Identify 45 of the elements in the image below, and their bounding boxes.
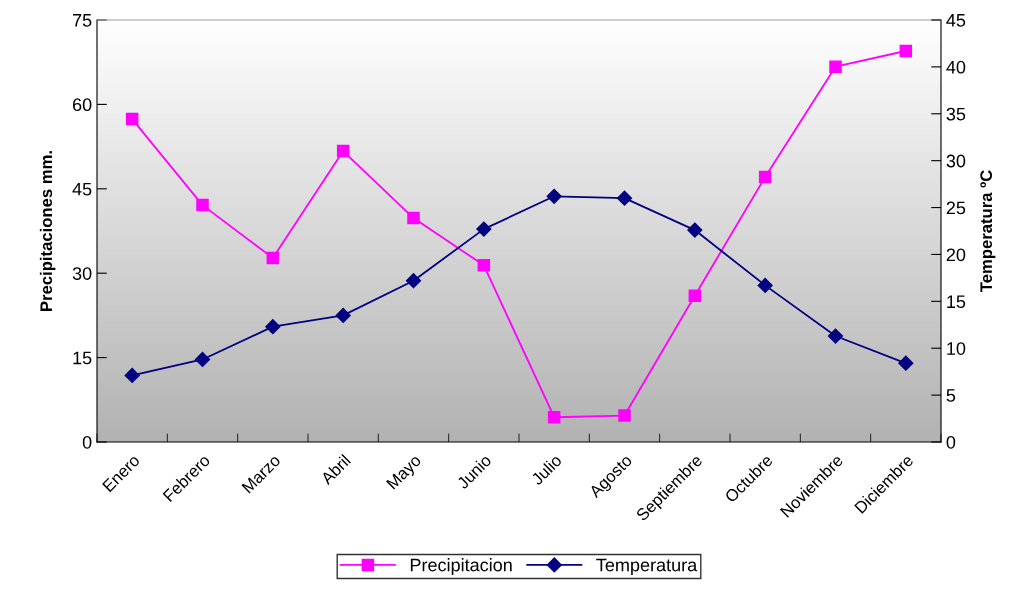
y-tick-label: 15: [73, 351, 92, 365]
point: [618, 409, 631, 422]
point: [547, 410, 561, 424]
y-tick-label: 75: [72, 14, 92, 27]
point: [124, 367, 140, 383]
legend-label: Precipitacion: [410, 558, 512, 575]
y2-tick-label: 45: [946, 14, 966, 27]
y2-axis-title: Temperatura ºC: [980, 170, 996, 293]
point: [898, 355, 914, 371]
y2-tick-label: 30: [946, 154, 966, 168]
point: [477, 259, 491, 272]
point: [405, 273, 422, 289]
y2-tick-label: 5: [946, 389, 956, 402]
point: [336, 144, 350, 158]
y2-tick-label: 0: [946, 435, 956, 449]
point: [687, 222, 703, 238]
point: [194, 351, 211, 368]
point: [476, 221, 492, 237]
y-tick-label: 30: [72, 267, 92, 280]
point: [829, 60, 842, 73]
legend-label: Temperatura: [596, 558, 698, 575]
point: [335, 307, 351, 323]
y-tick-label: 60: [72, 98, 92, 112]
y2-tick-label: 40: [946, 60, 966, 74]
y-axis-title: Precipitaciones mm.: [39, 151, 56, 311]
point: [265, 319, 281, 335]
x-tick-label: Julio: [530, 453, 563, 486]
point: [546, 188, 562, 204]
point: [407, 211, 420, 225]
y2-tick-label: 10: [947, 342, 966, 355]
point: [688, 289, 702, 302]
point: [758, 170, 772, 184]
point: [616, 190, 633, 206]
point: [827, 328, 844, 344]
y2-tick-label: 25: [946, 201, 966, 215]
y2-tick-label: 20: [946, 248, 966, 262]
y2-tick-label: 15: [947, 295, 966, 309]
point: [899, 44, 913, 58]
point: [266, 251, 280, 265]
y-tick-label: 45: [72, 182, 92, 196]
point: [196, 198, 209, 212]
y2-tick-label: 35: [946, 107, 966, 121]
y-tick-label: 0: [82, 435, 92, 449]
point: [125, 112, 139, 126]
point: [757, 277, 773, 293]
